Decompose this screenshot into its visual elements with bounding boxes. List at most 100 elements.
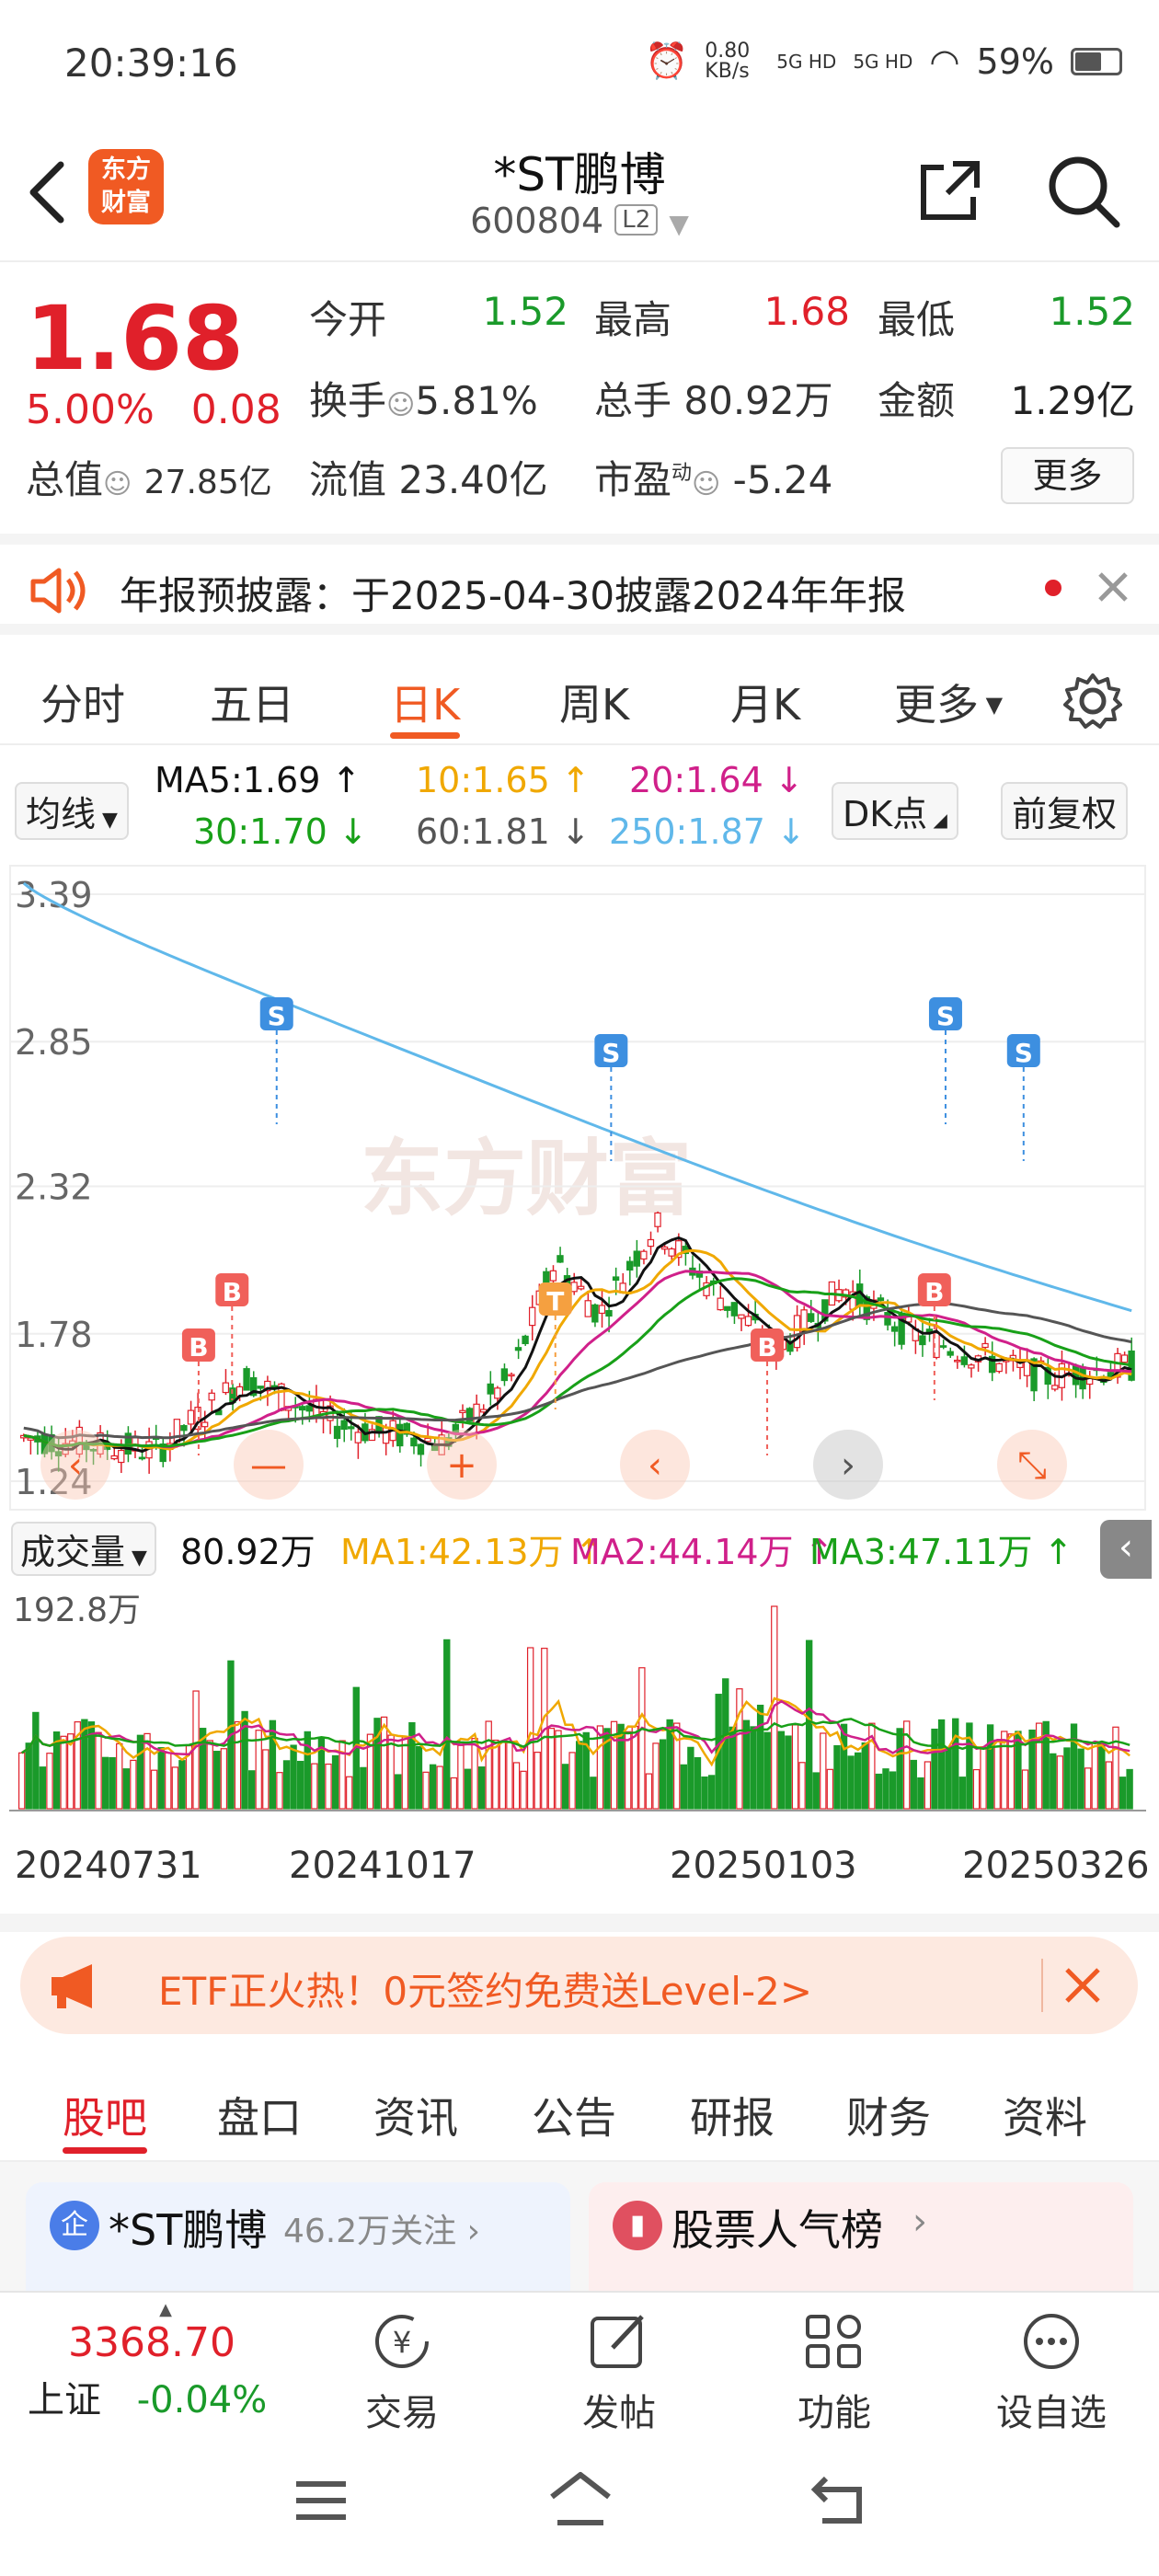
low-value: 1.52 [1049,289,1135,334]
volume-bar [701,1776,708,1810]
tab-monthly-k[interactable]: 月K [730,680,801,730]
volume-bar [116,1742,123,1810]
candle [138,1456,146,1460]
volume-chart[interactable]: 192.8万 [9,1579,1146,1827]
chart-control-button [813,1430,883,1500]
kline-chart[interactable]: 东方财富 3.392.852.321.781.24SSSSBBBBT‹—+‹›⤡ [9,865,1146,1511]
menu-icon[interactable] [293,2475,350,2526]
nav-trade[interactable]: ¥ 交易 [333,2309,471,2436]
volume-bar [652,1742,660,1810]
open-value: 1.52 [482,289,568,334]
index-value: 3368.70 [68,2319,235,2366]
trade-marker-label: B [757,1332,776,1363]
chart-badge-icon: ▮ [613,2201,662,2250]
candle [549,1270,557,1282]
volume-bar [729,1726,737,1810]
volume-bar [958,1777,966,1810]
pe-label: 市盈 [594,457,672,502]
candle [717,1297,724,1311]
volume-bar [952,1718,959,1810]
volume-bar [408,1721,416,1810]
settings-gear-icon[interactable] [1063,672,1122,730]
back-icon[interactable] [809,2473,866,2526]
volume-bar [791,1724,799,1810]
candle [89,1448,98,1452]
tab-guba[interactable]: 股吧 [63,2085,147,2154]
tab-daily-k[interactable]: 日K [390,672,461,739]
volume-bar [596,1725,604,1810]
tab-announcements[interactable]: 公告 [532,2093,616,2143]
volume-value: 80.92万 [683,378,833,423]
nav-post[interactable]: 发帖 [550,2309,688,2436]
volume-bar [568,1752,576,1810]
trade-marker [259,997,293,1030]
stock-code-selector[interactable]: 600804 L2 ▼ [0,201,1159,241]
index-ticker[interactable]: ▲ 3368.70 上证 -0.04% [28,2300,304,2423]
volume-bar [1042,1720,1050,1810]
company-card[interactable]: 企 *ST鹏博 46.2万关注 › [26,2182,570,2291]
trade-marker-label: T [546,1286,564,1317]
tab-intraday[interactable]: 分时 [40,680,125,730]
volume-bar [1126,1768,1133,1810]
volume-bar [339,1740,346,1810]
ma-selector[interactable]: 均线 ▼ [15,782,129,840]
volume-bar [1001,1731,1008,1810]
tab-more[interactable]: 更多 ▼ [894,680,1004,730]
volume-bar [931,1728,938,1810]
amount-value: 1.29亿 [1010,378,1135,423]
tab-profile[interactable]: 资料 [1003,2093,1087,2143]
volume-bar [763,1731,771,1810]
info-icon[interactable]: ☺ [386,389,416,421]
volume-bar [742,1719,751,1810]
chart-control-glyph: ‹ [648,1444,662,1487]
tab-news[interactable]: 资讯 [373,2093,458,2143]
candle [257,1386,264,1389]
volume-bar [575,1741,583,1810]
volume-bar [52,1731,61,1810]
volume-bar [1021,1769,1029,1810]
volume-bar [854,1752,862,1810]
close-icon[interactable] [1095,569,1131,605]
notice-bar[interactable]: 年报预披露：于2025-04-30披露2024年年报 [0,534,1159,635]
info-icon[interactable]: ☺ [692,468,721,500]
volume-selector[interactable]: 成交量 ▼ [11,1522,156,1576]
volume-legend: 成交量 ▼ 80.92万 MA1:42.13万 ↑ MA2:44.14万 ↑ M… [0,1516,1159,1579]
tab-research[interactable]: 研报 [690,2093,775,2143]
date-label-4: 20250326 [962,1845,1150,1887]
candle [452,1423,460,1433]
volume-bar [157,1747,165,1810]
index-name: 上证 [28,2379,101,2421]
tab-weekly-k[interactable]: 周K [559,680,630,730]
candle [557,1255,564,1263]
back-arrow-icon[interactable] [24,160,70,224]
volume-bar [917,1777,924,1810]
chart-control-button [234,1430,304,1500]
app-logo[interactable]: 东方 财富 [88,149,164,224]
volume-bar [346,1776,353,1810]
volume-bar [25,1742,32,1810]
tab-pankou[interactable]: 盘口 [217,2093,302,2143]
search-icon[interactable] [1045,153,1122,230]
candle [465,1408,474,1422]
close-icon[interactable] [1063,1966,1102,2005]
info-icon[interactable]: ☺ [103,468,132,500]
tab-five-day[interactable]: 五日 [210,680,294,730]
volume-bar [833,1744,841,1810]
volume-bar [805,1639,813,1810]
adjust-selector[interactable]: 前复权 [1001,782,1129,840]
collapse-panel-button[interactable]: ‹ [1100,1520,1152,1579]
promo-banner[interactable]: ETF正火热！0元签约免费送Level-2> [20,1937,1138,2034]
candle [890,1326,899,1332]
popularity-card[interactable]: ▮ 股票人气榜 › [589,2182,1133,2291]
dk-point-selector[interactable]: DK点 ◢ [832,782,958,840]
share-icon[interactable] [916,156,984,224]
nav-function[interactable]: 功能 [765,2309,903,2436]
home-icon[interactable] [546,2469,614,2528]
candle [738,1314,745,1319]
volume-bar [373,1718,381,1810]
tab-finance[interactable]: 财务 [846,2093,931,2143]
candle [208,1392,215,1401]
more-quote-button[interactable]: 更多 [1001,447,1134,504]
nav-add-watchlist[interactable]: 设自选 [982,2309,1120,2436]
volume-bar [945,1748,952,1810]
